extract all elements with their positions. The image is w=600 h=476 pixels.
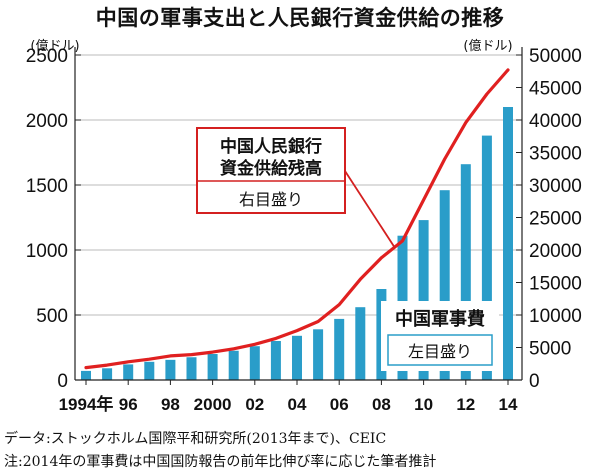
bar-1998 — [165, 359, 176, 380]
bar-2007 — [355, 307, 366, 380]
bar-2005 — [313, 329, 324, 380]
left-tick-label: 1500 — [26, 176, 68, 197]
x-tick-label: 2000 — [194, 395, 232, 414]
bar-2001 — [228, 350, 239, 380]
chart-title: 中国の軍事支出と人民銀行資金供給の推移 — [95, 6, 505, 30]
bar-2010 — [418, 220, 429, 380]
right-tick-label: 0 — [529, 371, 540, 392]
x-tick-label: 02 — [245, 395, 264, 414]
x-tick-label: 08 — [372, 395, 391, 414]
right-tick-label: 30000 — [529, 176, 582, 197]
bar-2013 — [481, 135, 492, 380]
left-unit-label: (億ドル) — [30, 38, 79, 54]
right-tick-label: 10000 — [529, 306, 582, 327]
line-series-money-supply — [84, 68, 510, 370]
bar-axis-note-box — [387, 334, 493, 366]
bar-2011 — [439, 190, 450, 380]
x-tick-label: 06 — [330, 395, 349, 414]
x-tick-label: 12 — [456, 395, 475, 414]
right-unit-label: (億ドル) — [463, 38, 512, 54]
line-label-box — [196, 127, 346, 214]
bar-2002 — [249, 346, 260, 380]
line-axis-note: 右目盛り — [239, 190, 303, 209]
right-tick-label: 5000 — [529, 339, 571, 360]
bar-2000 — [207, 354, 218, 380]
left-tick-label: 2000 — [26, 111, 68, 132]
bar-2012 — [460, 164, 471, 380]
bar-axis-note: 左目盛り — [408, 342, 472, 361]
right-tick-label: 50000 — [529, 46, 582, 67]
bar-1997 — [144, 361, 155, 380]
x-tick-label: 10 — [414, 395, 433, 414]
line-label-1: 中国人民銀行 — [220, 136, 322, 157]
right-tick-label: 25000 — [529, 209, 582, 230]
right-tick-label: 20000 — [529, 241, 582, 262]
x-tick-label: 04 — [288, 395, 307, 414]
bar-1996 — [123, 364, 134, 380]
x-tick-label: 1994年 — [59, 394, 114, 414]
x-tick-label: 14 — [499, 395, 518, 414]
money-supply-line — [84, 68, 510, 370]
x-tick-label: 96 — [119, 395, 138, 414]
bar-1995 — [102, 368, 113, 380]
bar-2014 — [503, 107, 513, 380]
bar-2003 — [270, 341, 281, 380]
bar-2004 — [292, 335, 302, 380]
footnote: 注:2014年の軍事費は中国国防報告の前年比伸び率に応じた筆者推計 — [4, 454, 437, 470]
left-tick-label: 500 — [36, 306, 68, 327]
left-axis-labels: 0 500 1000 1500 2000 2500(億ドル) — [26, 38, 80, 392]
bar-label: 中国軍事費 — [395, 308, 485, 330]
left-tick-label: 2500 — [26, 46, 68, 67]
bar-1999 — [186, 357, 197, 380]
line-label-pointer — [344, 170, 396, 249]
right-tick-label: 40000 — [529, 111, 582, 132]
x-axis-labels: 1994年 96 98 2000 02 04 06 08 10 12 14 — [59, 394, 518, 414]
right-tick-label: 35000 — [529, 144, 582, 165]
left-tick-label: 0 — [57, 371, 68, 392]
right-tick-label: 15000 — [529, 274, 582, 295]
left-tick-label: 1000 — [26, 241, 68, 262]
bar-1994 — [81, 370, 91, 380]
line-label-2: 資金供給残高 — [220, 158, 322, 179]
x-tick-label: 98 — [161, 395, 180, 414]
bar-2006 — [334, 318, 345, 380]
source-note: データ:ストックホルム国際平和研究所(2013年まで)、CEIC — [4, 431, 387, 447]
axes — [74, 47, 523, 385]
right-axis-labels: 0 5000 10000 15000 20000 25000 30000 35000 40000… — [463, 38, 581, 392]
right-tick-label: 45000 — [529, 79, 582, 100]
